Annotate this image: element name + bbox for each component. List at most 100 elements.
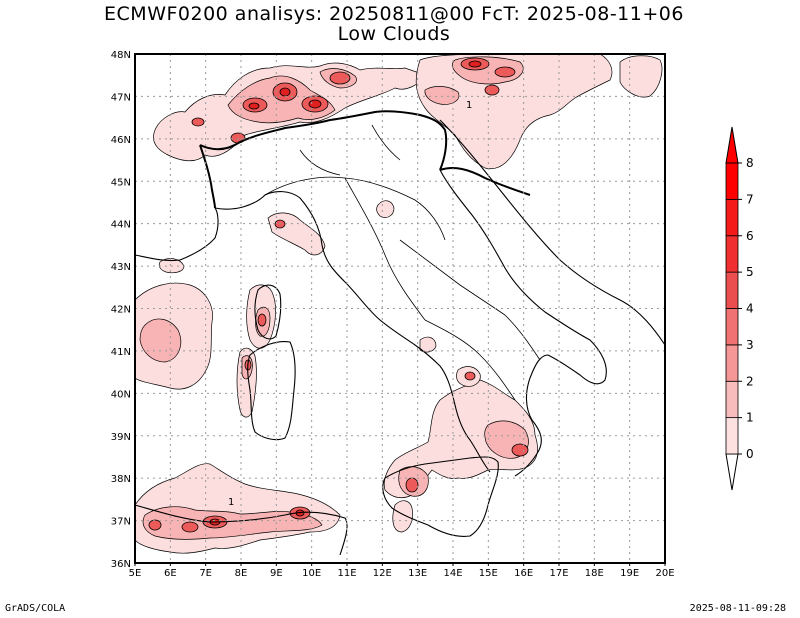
longitude-label: 12E [373,568,392,579]
region-line [479,354,516,401]
map-title: ECMWF0200 analisys: 20250811@00 FcT: 202… [104,3,684,25]
map-subtitle: Low Clouds [337,23,451,45]
cloud-peak [405,477,419,493]
colorbar-label: 5 [746,265,754,279]
balkan-coast [439,119,665,346]
cloud-peak [484,84,500,96]
latitude-labels: 48N 47N 46N 45N 44N 43N 42N 41N 40N 39N 38N 37N 36N [111,50,131,570]
cloud-peak [511,443,529,457]
region-line [264,176,446,241]
longitude-label: 19E [620,568,639,579]
cloud-area-east-corner [619,55,663,98]
latitude-label: 44N [111,220,131,231]
longitude-label: 14E [443,568,462,579]
colorbar-label: 0 [746,447,754,461]
cloud-fill-layer-3 [148,57,529,533]
cloud-area-alps-east [415,54,613,170]
colorbar-label: 2 [746,374,754,388]
latitude-label: 42N [111,305,131,316]
longitude-label: 15E [479,568,498,579]
region-line [399,239,506,316]
map-gridlines [135,54,665,563]
cloud-max [468,60,482,68]
colorbar-segment [725,271,739,309]
colorbar-segment [725,380,739,419]
longitude-label: 5E [129,568,142,579]
region-line [504,314,541,361]
region-line [371,124,401,161]
africa-coast [135,504,348,556]
cloud-core-alps-4 [424,86,460,105]
italy-west-coast [214,191,491,473]
footer-timestamp: 2025-08-11-09:28 [689,603,786,614]
longitude-label: 8E [235,568,248,579]
longitude-label: 13E [408,568,427,579]
region-line [424,319,481,356]
colorbar-segment [725,235,739,273]
colorbar-extend-low [725,453,739,491]
cloud-peak [494,66,516,78]
longitude-label: 6E [164,568,177,579]
sardinia [247,341,296,441]
longitude-label: 16E [514,568,533,579]
colorbar-segment [725,344,739,382]
latitude-label: 37N [111,517,131,528]
longitude-label: 10E [302,568,321,579]
region-line [344,177,426,321]
region-line [299,149,341,176]
colorbar-segment [725,417,739,455]
longitude-labels: 5E 6E 7E 8E 9E 10E 11E 12E 13E 14E 15E 16E 17E 18E 19E… [129,563,675,579]
cloud-max [279,87,291,97]
colorbar-label: 1 [746,411,754,425]
contour-label: 1 [466,100,472,111]
italy-east-coast [439,169,607,477]
latitude-label: 46N [111,135,131,146]
italy-french-border [199,144,216,209]
footer-credit: GrADS/COLA [5,603,66,614]
latitude-label: 41N [111,347,131,358]
longitude-label: 17E [549,568,568,579]
longitude-label: 18E [585,568,604,579]
latitude-label: 43N [111,262,131,273]
latitude-label: 38N [111,474,131,485]
colorbar-label: 3 [746,338,754,352]
contour-label: 1 [228,497,234,508]
latitude-label: 48N [111,50,131,61]
region-borders [264,124,541,401]
italy-northern-border [199,110,448,171]
colorbar-label: 7 [746,192,754,206]
plot-frame [134,53,666,564]
longitude-label: 9E [270,568,283,579]
colorbar: 0 1 2 3 4 5 6 7 8 [725,126,754,491]
colorbar-segment [725,198,739,237]
latitude-label: 36N [111,559,131,570]
longitude-label: 11E [337,568,356,579]
french-coast [135,207,219,262]
cloud-peak [329,71,351,85]
longitude-label: 7E [199,568,212,579]
cloud-max [308,99,322,109]
latitude-label: 40N [111,389,131,400]
latitude-label: 45N [111,177,131,188]
latitude-label: 39N [111,432,131,443]
colorbar-extend-high [725,126,739,164]
longitude-label: 20E [655,568,674,579]
cloud-peak [181,521,199,533]
cloud-area-ligurian [267,212,326,256]
cloud-area-venice [376,200,395,218]
colorbar-label: 4 [746,302,754,316]
cloud-peak [257,313,267,327]
cloud-area-sicily-south [392,500,413,533]
cloud-max [248,102,260,110]
cloud-peak [191,117,205,127]
cloud-core-westsea [139,318,182,363]
cloud-peak [464,371,476,381]
colorbar-segment [725,162,739,200]
colorbar-segment [725,308,739,346]
colorbar-label: 8 [746,156,754,170]
cloud-peak [148,519,162,531]
latitude-label: 47N [111,92,131,103]
colorbar-label: 6 [746,229,754,243]
